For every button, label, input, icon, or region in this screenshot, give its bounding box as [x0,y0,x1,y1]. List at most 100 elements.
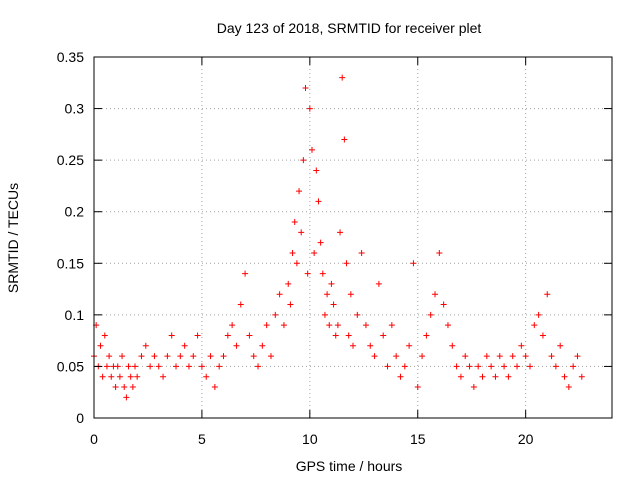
data-point [123,394,130,401]
x-axis-label: GPS time / hours [296,458,403,474]
data-point [324,291,331,298]
data-point [119,353,126,360]
data-point [526,363,533,370]
data-point [164,353,171,360]
data-point [242,270,249,277]
data-point [116,373,123,380]
data-point [306,105,313,112]
data-point [462,353,469,360]
data-point [173,363,180,370]
data-point [505,373,512,380]
x-tick-label: 15 [410,431,426,447]
data-point [479,373,486,380]
data-point [406,342,413,349]
data-point [229,322,236,329]
data-point [548,353,555,360]
data-point [289,249,296,256]
y-tick-label: 0.05 [57,358,84,374]
data-point [457,373,464,380]
data-point [300,157,307,164]
data-point [354,311,361,318]
data-point [147,363,154,370]
data-point [190,353,197,360]
data-point [151,353,158,360]
data-point [475,363,482,370]
data-point [570,363,577,370]
data-point [531,322,538,329]
data-point [108,373,115,380]
data-point [427,311,434,318]
data-point [293,260,300,267]
data-point [337,229,344,236]
data-points [91,74,585,401]
plot-frame [93,56,613,419]
y-axis-label: SRMTID / TECUs [5,183,21,293]
data-point [224,332,231,339]
data-point [298,229,305,236]
data-point [114,363,121,370]
data-point [557,342,564,349]
data-point [308,146,315,153]
data-point [401,363,408,370]
data-point [483,353,490,360]
data-point [371,353,378,360]
data-point [106,353,113,360]
data-point [578,373,585,380]
data-point [304,270,311,277]
data-point [168,332,175,339]
data-point [535,311,542,318]
data-point [313,167,320,174]
data-point [393,353,400,360]
y-tick-label: 0.2 [65,204,85,220]
data-point [453,363,460,370]
axis-ticks: 0 0.05 0.1 0.15 0.2 0.25 0.3 0.35 0 5 10 15 20 [57,49,612,447]
data-point [216,363,223,370]
data-point [315,198,322,205]
data-point [341,136,348,143]
x-tick-label: 5 [198,431,206,447]
data-point [97,342,104,349]
data-point [181,342,188,349]
data-point [350,342,356,349]
data-point [339,74,346,81]
data-point [470,384,477,391]
data-point [311,249,318,256]
y-tick-label: 0.3 [65,101,85,117]
y-tick-label: 0.1 [65,307,85,323]
data-point [419,353,426,360]
data-point [103,363,110,370]
data-point [362,322,369,329]
data-point [246,332,253,339]
data-point [414,384,421,391]
data-point [121,384,128,391]
data-point [574,353,581,360]
data-point [436,249,443,256]
data-point [449,342,456,349]
data-point [492,373,499,380]
data-point [317,239,324,246]
data-point [127,373,134,380]
data-point [488,363,495,370]
data-point [291,219,298,226]
data-point [285,280,292,287]
data-point [347,291,354,298]
data-point [255,363,262,370]
x-tick-label: 0 [90,431,98,447]
data-point [514,363,521,370]
data-point [544,291,551,298]
data-point [561,373,568,380]
data-point [194,332,201,339]
data-point [410,260,417,267]
data-point [380,332,387,339]
data-point [565,384,572,391]
data-point [250,353,257,360]
y-tick-label: 0.15 [57,255,84,271]
data-point [343,260,350,267]
data-point [397,373,404,380]
data-point [185,363,192,370]
data-point [280,322,287,329]
chart-title: Day 123 of 2018, SRMTID for receiver ple… [217,20,482,36]
y-tick-label: 0.25 [57,152,84,168]
